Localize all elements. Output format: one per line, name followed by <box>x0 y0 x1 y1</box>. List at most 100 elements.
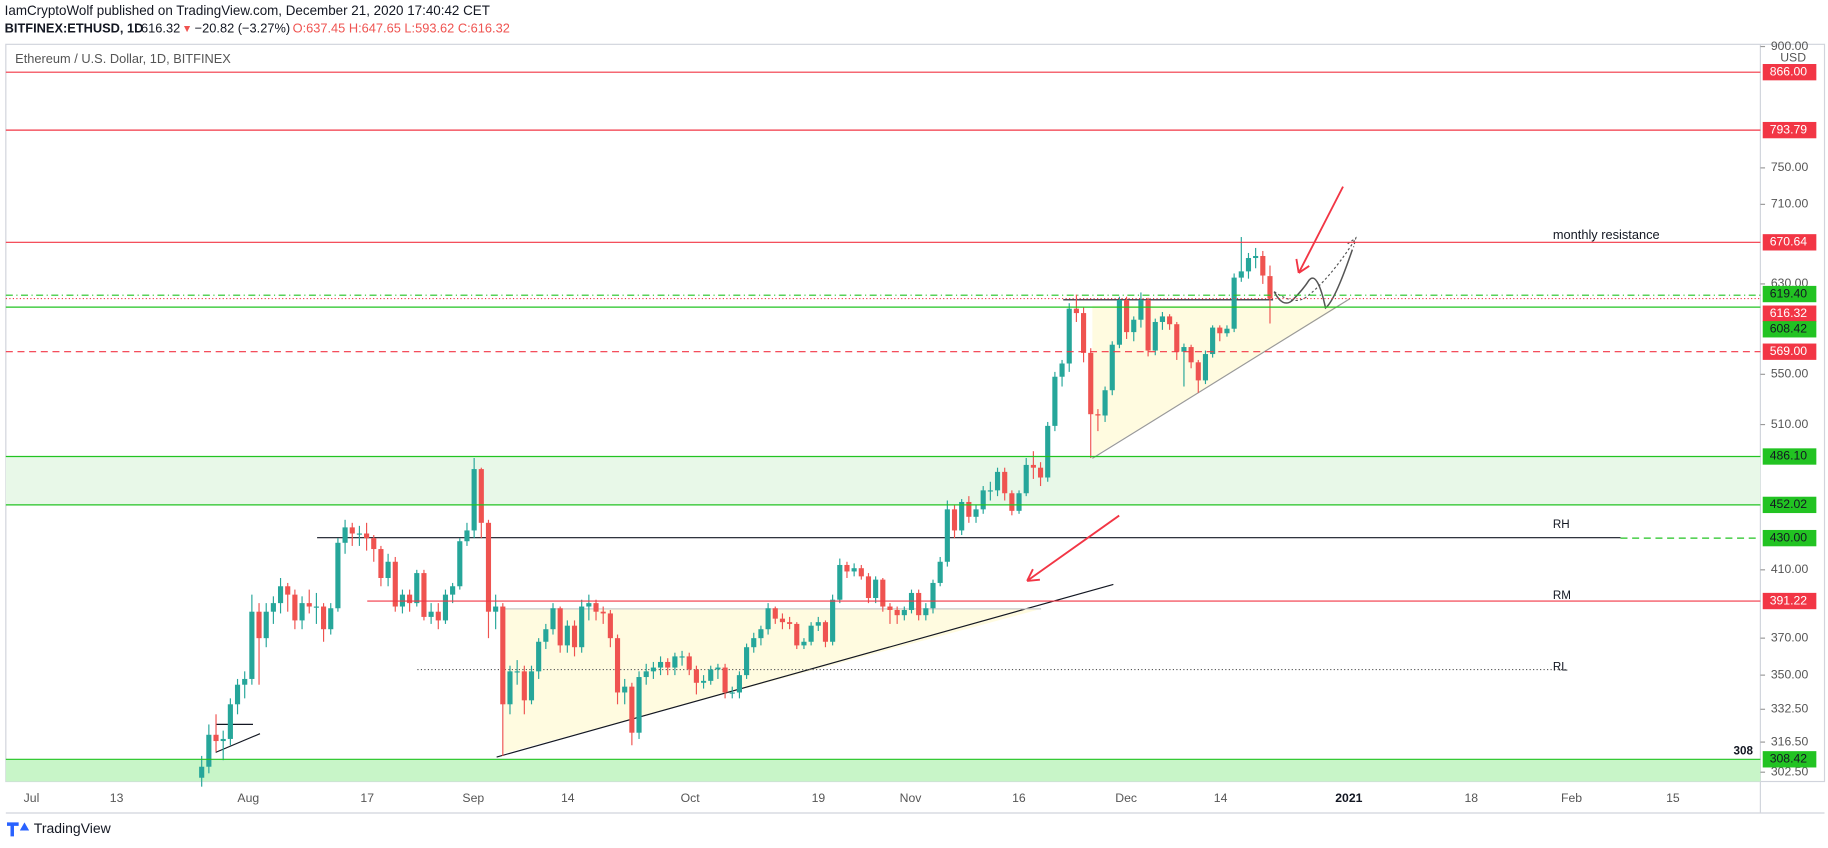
candle-body <box>772 608 778 619</box>
candle-body <box>787 622 793 624</box>
annotation: RL <box>1553 660 1568 673</box>
candle-body <box>1217 327 1223 334</box>
y-tick-label: 370.00 <box>1771 630 1809 644</box>
candle-body <box>371 538 377 550</box>
y-tick-label: 410.00 <box>1771 562 1809 576</box>
candle-body <box>1102 390 1108 416</box>
candle-body <box>1066 308 1072 364</box>
candle-body <box>1260 255 1266 276</box>
candle-body <box>442 594 449 621</box>
annotation: monthly resistance <box>1553 227 1660 242</box>
currency: USD <box>1780 51 1806 65</box>
level-label: 430.00 <box>1770 530 1808 544</box>
candle-body <box>321 606 327 630</box>
candle-body <box>736 675 742 693</box>
arrow <box>1295 186 1344 274</box>
level-label: 616.32 <box>1770 306 1808 320</box>
candle-body <box>1202 354 1209 381</box>
candle-body <box>1016 493 1022 511</box>
candle-body <box>493 606 499 612</box>
x-tick-label: 18 <box>1464 791 1478 805</box>
candle-body <box>571 625 578 648</box>
candle-body <box>729 692 735 694</box>
candle-body <box>851 568 857 572</box>
y-tick-label: 350.00 <box>1771 667 1809 681</box>
candle-body <box>199 766 205 778</box>
candle-body <box>629 686 635 733</box>
x-tick-label: 17 <box>360 791 374 805</box>
y-tick-label: 710.00 <box>1771 197 1809 211</box>
candle-body <box>421 573 427 617</box>
candle-body <box>292 594 298 621</box>
y-tick-label: 316.50 <box>1771 734 1809 748</box>
y-tick-label: 550.00 <box>1771 367 1809 381</box>
x-tick-label: Sep <box>462 791 484 805</box>
level-label-box <box>1762 592 1817 610</box>
candle-body <box>485 522 492 612</box>
candle-body <box>335 542 341 609</box>
candle-body <box>1224 328 1230 334</box>
candle-body <box>256 611 262 639</box>
candle-body <box>478 469 484 523</box>
trend-line <box>496 583 1114 758</box>
candle-body <box>858 568 864 577</box>
candle-body <box>686 656 692 670</box>
level-label-box <box>1762 343 1817 360</box>
candle-body <box>1052 376 1058 426</box>
candle-body <box>392 561 398 607</box>
candle-body <box>586 603 592 607</box>
candle-body <box>1037 467 1044 478</box>
candle-body <box>1267 276 1273 299</box>
level-label-box <box>1762 496 1817 514</box>
candle-body <box>1188 347 1194 363</box>
candle-body <box>1174 324 1180 352</box>
candle-body <box>299 603 305 621</box>
candle-body <box>1167 316 1173 325</box>
y-tick-label: 900.00 <box>1771 39 1809 53</box>
candle-body <box>500 606 506 705</box>
candle-body <box>873 579 879 599</box>
level-label-box <box>1762 305 1817 322</box>
candle-body <box>607 613 613 639</box>
x-tick-label: Nov <box>900 791 923 805</box>
y-tick-label: 750.00 <box>1771 160 1809 174</box>
chart-title: Ethereum / U.S. Dollar, 1D, BITFINEX <box>15 51 231 66</box>
x-tick-label: 16 <box>1012 791 1026 805</box>
candle-body <box>263 611 269 639</box>
symbol: BITFINEX:ETHUSD, 1D <box>5 21 144 36</box>
ohlc: O:637.45 H:647.65 L:593.62 C:616.32 <box>293 21 510 36</box>
candle-body <box>715 667 721 670</box>
x-tick-label: Dec <box>1115 791 1137 805</box>
candle-body <box>987 490 993 492</box>
candle-body <box>901 609 907 616</box>
candle-body <box>242 678 248 685</box>
candle-body <box>1023 464 1029 494</box>
candle-body <box>543 629 549 642</box>
candle-body <box>822 622 829 642</box>
candle-body <box>830 599 836 642</box>
candle-body <box>1253 255 1259 259</box>
candle-body <box>1002 471 1008 494</box>
level-label: 486.10 <box>1770 449 1808 463</box>
candle-body <box>1181 347 1187 352</box>
down-arrow: ▼ <box>182 24 192 35</box>
candle-body <box>672 656 678 668</box>
candle-body <box>779 618 786 623</box>
candle-body <box>959 501 965 531</box>
candle-body <box>328 608 334 630</box>
x-tick-label: Oct <box>681 791 701 805</box>
candle-body <box>944 509 950 562</box>
level-label: 391.22 <box>1770 593 1808 607</box>
candle-body <box>407 594 413 604</box>
candle-body <box>277 586 284 604</box>
candle-body <box>270 603 276 612</box>
candle-body <box>744 647 750 676</box>
candle-body <box>385 561 391 578</box>
candle-body <box>722 667 728 693</box>
support-zone <box>5 759 1761 782</box>
candle-body <box>930 582 936 609</box>
candle-body <box>1059 363 1065 377</box>
candle-body <box>450 586 456 595</box>
candle-body <box>887 606 893 610</box>
